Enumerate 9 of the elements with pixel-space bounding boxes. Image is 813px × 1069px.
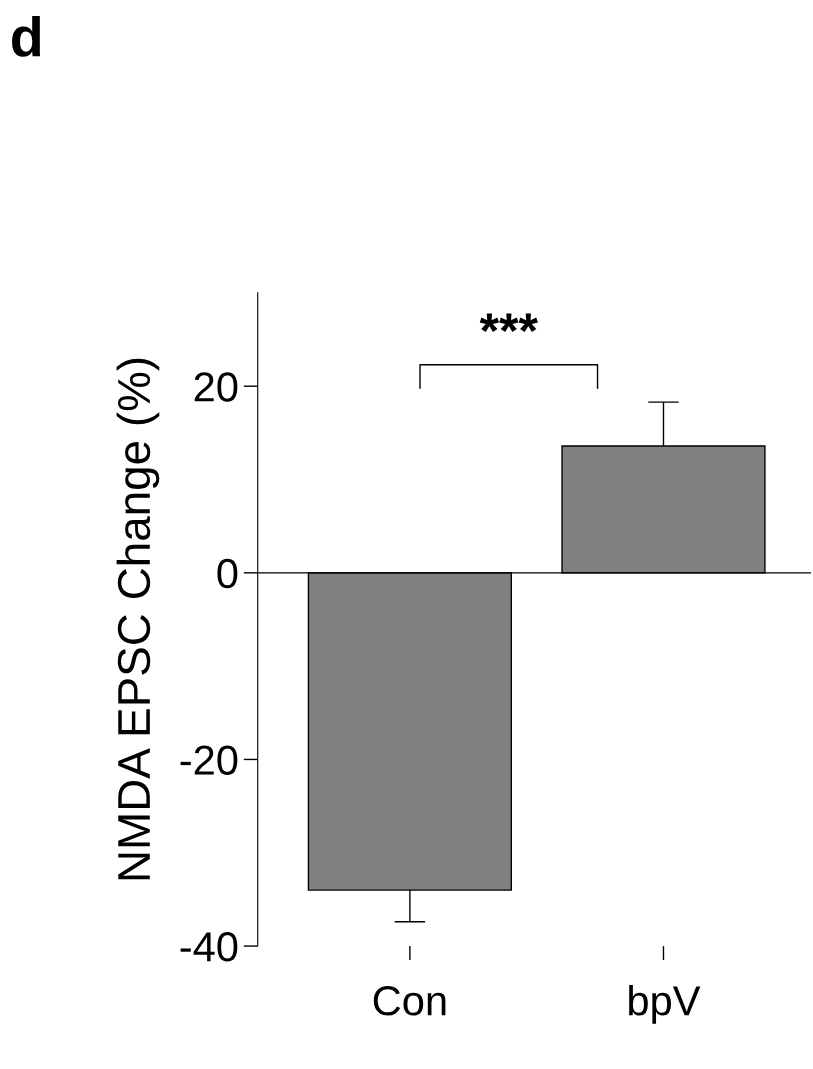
x-tick-label: bpV	[629, 984, 701, 1024]
y-tick-label: -40	[180, 932, 238, 962]
y-tick-label: 0	[217, 558, 238, 589]
x-tick-label: Con	[373, 986, 446, 1016]
text: d	[12, 16, 41, 57]
y-axis-title: NMDA EPSC Change (%)	[116, 358, 160, 880]
y-tick-label: 20	[194, 372, 238, 402]
y-tick-label: -20	[180, 745, 238, 775]
annotation: ***	[479, 313, 538, 333]
